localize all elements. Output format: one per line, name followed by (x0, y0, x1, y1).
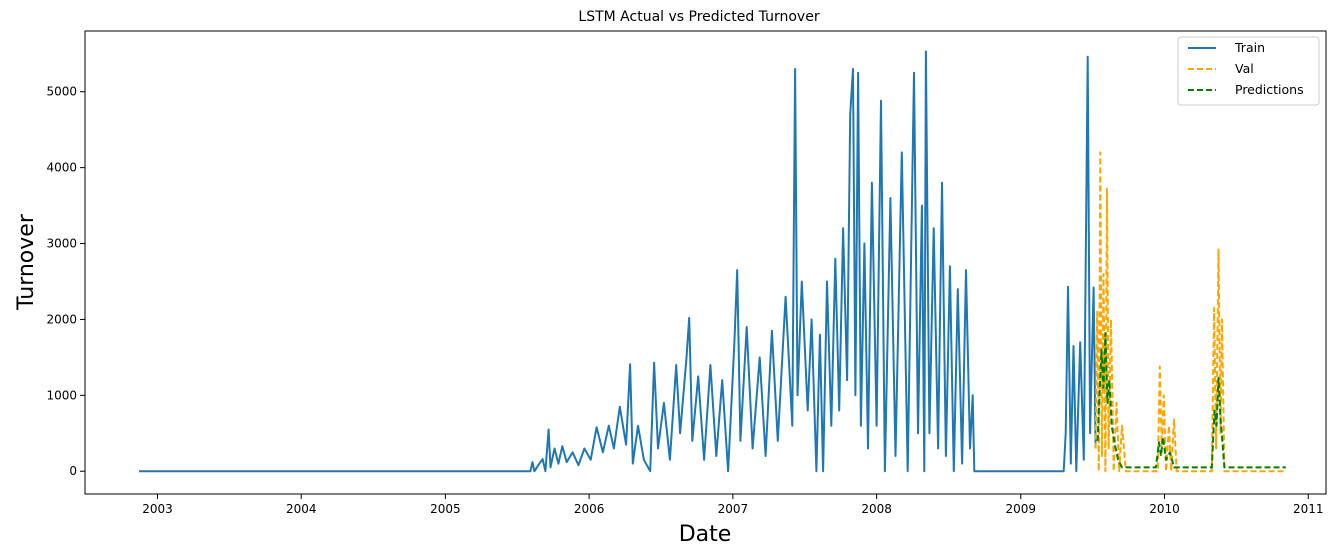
x-tick-label: 2006 (574, 502, 605, 516)
x-tick-label: 2003 (142, 502, 173, 516)
series-line-predictions (1096, 332, 1286, 469)
y-tick-label: 5000 (46, 85, 77, 99)
ticks-layer: 2003 2004 2005 2006 2007 2008 2009 2010 2011 0 100… (46, 85, 1323, 516)
x-tick-label: 2004 (286, 502, 317, 516)
legend-label-predictions: Predictions (1235, 82, 1304, 97)
y-tick-label: 3000 (46, 237, 77, 251)
y-tick-label: 1000 (46, 388, 77, 402)
legend-box (1177, 36, 1320, 106)
x-tick-label: 2008 (861, 502, 892, 516)
x-tick-label: 2010 (1149, 502, 1180, 516)
series-line-train (139, 50, 1097, 473)
legend-label-train: Train (1234, 40, 1265, 55)
x-tick-label: 2011 (1293, 502, 1324, 516)
chart-title: LSTM Actual vs Predicted Turnover (578, 9, 819, 25)
x-tick-label: 2005 (430, 502, 461, 516)
y-tick-label: 4000 (46, 161, 77, 175)
x-axis-label: Date (679, 522, 732, 547)
legend: Train Val Predictions (1177, 36, 1320, 106)
x-tick-label: 2009 (1005, 502, 1036, 516)
legend-label-val: Val (1235, 61, 1254, 76)
series-line-val (1094, 151, 1286, 473)
plot-frame (84, 30, 1327, 495)
series-layer (139, 50, 1286, 473)
y-axis-label: Turnover (14, 213, 39, 311)
x-tick-label: 2007 (718, 502, 749, 516)
y-tick-label: 0 (69, 464, 77, 478)
y-tick-label: 2000 (46, 312, 77, 326)
